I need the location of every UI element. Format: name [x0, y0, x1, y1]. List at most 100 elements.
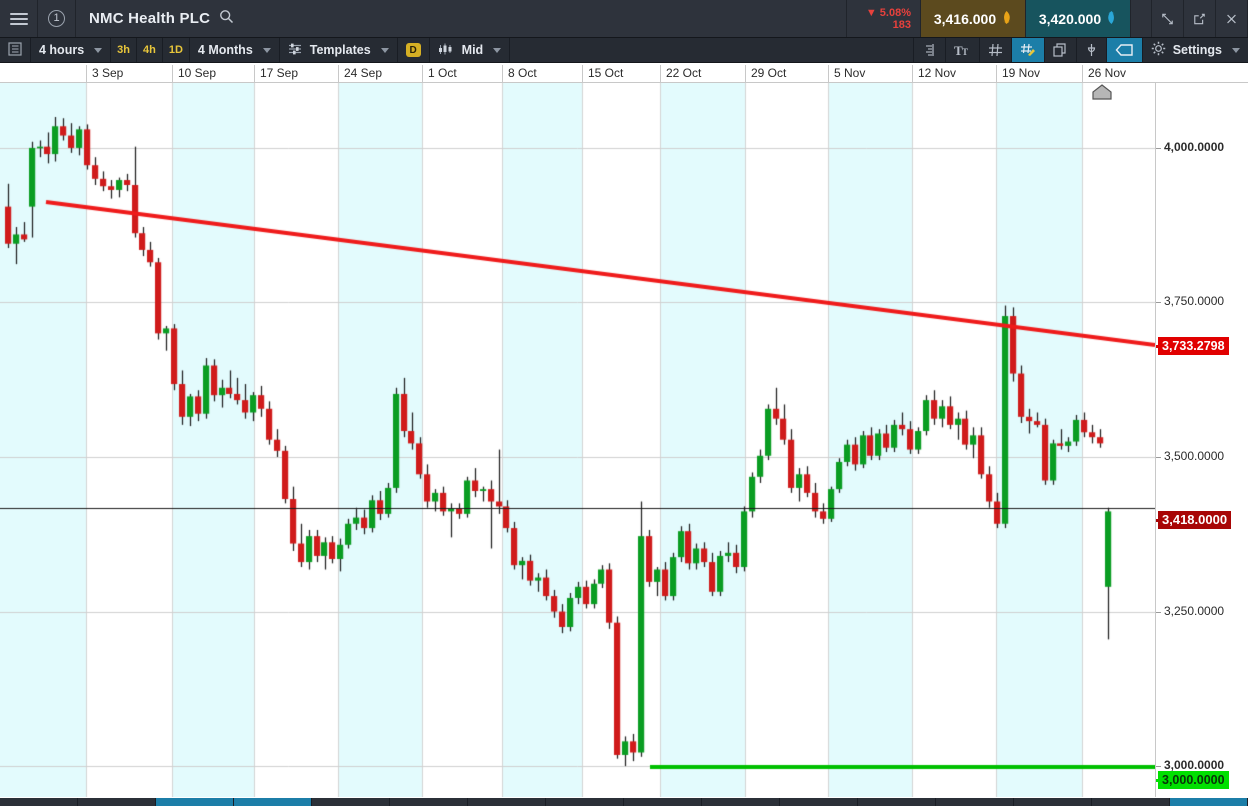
- compare-icon[interactable]: [1045, 38, 1077, 62]
- date-tick-label: 10 Sep: [172, 65, 216, 83]
- instrument-title: NMC Health PLC: [76, 0, 243, 37]
- date-tick-label: 26 Nov: [1082, 65, 1126, 83]
- toolbar-spacer: [510, 38, 914, 62]
- gear-icon: [1151, 41, 1166, 59]
- status-bar-segment[interactable]: [858, 798, 936, 806]
- range-label: 4 Months: [197, 43, 253, 57]
- search-icon[interactable]: [219, 9, 234, 28]
- popout-icon[interactable]: [1184, 0, 1216, 37]
- quick-interval-1d[interactable]: 1D: [163, 38, 190, 62]
- chart-type-button[interactable]: [0, 38, 31, 62]
- ask-price: 3,420.000: [1038, 10, 1102, 27]
- price-scale-icon[interactable]: [914, 38, 946, 62]
- price-change: ▼ 5.08% 183: [847, 0, 921, 37]
- change-percent: ▼ 5.08%: [865, 6, 911, 19]
- price-axis[interactable]: 4,000.0000 3,750.0000 3,500.0000 3,250.0000…: [1155, 83, 1248, 797]
- templates-label: Templates: [309, 43, 371, 57]
- menu-button[interactable]: [0, 0, 38, 37]
- status-bar-segment[interactable]: [156, 798, 234, 806]
- candles-icon: [438, 42, 455, 59]
- daily-badge-button[interactable]: D: [398, 38, 430, 62]
- settings-button[interactable]: Settings: [1143, 38, 1248, 62]
- status-bar-segment[interactable]: [78, 798, 156, 806]
- settings-label: Settings: [1172, 43, 1222, 57]
- price-tag-pointer: [1156, 779, 1161, 782]
- alert-icon[interactable]: [1077, 38, 1107, 62]
- price-tick: [1156, 611, 1161, 613]
- chart-list-icon: [8, 41, 22, 59]
- down-arrow-icon: [1001, 10, 1012, 28]
- date-range-marker[interactable]: [1091, 84, 1113, 105]
- date-tick-label: 17 Sep: [254, 65, 298, 83]
- status-bar-segment[interactable]: [1092, 798, 1170, 806]
- up-arrow-icon: [1106, 10, 1117, 28]
- sliders-icon: [288, 42, 303, 59]
- date-tick-label: 19 Nov: [996, 65, 1040, 83]
- price-tick-label: 3,500.0000: [1164, 449, 1225, 463]
- bid-price-button[interactable]: 3,416.000: [921, 0, 1026, 37]
- chart-area[interactable]: 3 Sep 10 Sep 17 Sep 24 Sep 1 Oct 8 Oct 15 Oct 2…: [0, 63, 1248, 798]
- price-tag-trendline-value[interactable]: 3,733.2798: [1158, 337, 1229, 355]
- bid-price: 3,416.000: [933, 10, 997, 27]
- status-bar-segment[interactable]: [624, 798, 702, 806]
- date-tick-label: 3 Sep: [86, 65, 123, 83]
- drawing-tools-icon[interactable]: [1011, 38, 1045, 62]
- price-tick: [1156, 457, 1161, 458]
- price-tag-support-value[interactable]: 3,000.0000: [1158, 771, 1229, 789]
- price-tick: [1156, 766, 1161, 768]
- status-bar: [0, 798, 1248, 806]
- status-bar-segment[interactable]: [468, 798, 546, 806]
- grid-icon[interactable]: [980, 38, 1012, 62]
- price-mode-dropdown[interactable]: Mid: [430, 38, 511, 62]
- price-tick-label: 3,000.0000: [1164, 758, 1225, 773]
- svg-text:T: T: [962, 47, 968, 57]
- price-plot[interactable]: [0, 83, 1155, 797]
- date-axis[interactable]: 3 Sep 10 Sep 17 Sep 24 Sep 1 Oct 8 Oct 15 Oct 2…: [0, 63, 1248, 83]
- workspace-badge-button[interactable]: 1: [38, 0, 76, 37]
- status-bar-segment[interactable]: [1014, 798, 1092, 806]
- titlebar-spacer: [243, 0, 847, 37]
- d-badge-label: D: [405, 43, 421, 57]
- status-bar-segment[interactable]: [702, 798, 780, 806]
- date-tick-label: 15 Oct: [582, 65, 623, 83]
- price-tag-pointer: [1156, 345, 1161, 348]
- status-bar-segment[interactable]: [1170, 798, 1248, 806]
- quick-interval-3h[interactable]: 3h: [111, 38, 137, 62]
- price-tag-last-price[interactable]: 3,418.0000: [1158, 511, 1232, 529]
- tag-icon[interactable]: [1106, 38, 1143, 62]
- date-tick-label: 29 Oct: [745, 65, 786, 83]
- chart-toolbar: 4 hours 3h 4h 1D 4 Months Templates D Mi…: [0, 38, 1248, 63]
- chevron-down-icon: [493, 47, 502, 53]
- status-bar-segment[interactable]: [546, 798, 624, 806]
- instrument-name: NMC Health PLC: [89, 10, 211, 27]
- workspace-number-icon: 1: [48, 10, 65, 27]
- status-bar-segment[interactable]: [780, 798, 858, 806]
- quick-interval-4h-label: 4h: [143, 44, 156, 56]
- market-depth-icon[interactable]: [1131, 0, 1152, 37]
- date-tick-label: 24 Sep: [338, 65, 382, 83]
- chevron-down-icon: [262, 47, 271, 53]
- status-bar-segment[interactable]: [312, 798, 390, 806]
- range-dropdown[interactable]: 4 Months: [190, 38, 280, 62]
- status-bar-segment[interactable]: [390, 798, 468, 806]
- close-icon[interactable]: [1216, 0, 1248, 37]
- status-bar-segment[interactable]: [234, 798, 312, 806]
- price-tick: [1156, 147, 1161, 149]
- status-bar-segment[interactable]: [936, 798, 1014, 806]
- ask-price-button[interactable]: 3,420.000: [1026, 0, 1131, 37]
- interval-dropdown[interactable]: 4 hours: [31, 38, 112, 62]
- status-bar-segment[interactable]: [0, 798, 78, 806]
- templates-dropdown[interactable]: Templates: [280, 38, 398, 62]
- quick-interval-4h[interactable]: 4h: [137, 38, 163, 62]
- price-tick-label: 4,000.0000: [1164, 139, 1225, 154]
- candlestick-canvas[interactable]: [0, 83, 1155, 797]
- chevron-down-icon: [1232, 47, 1240, 53]
- svg-text:T: T: [954, 43, 963, 57]
- change-absolute: 183: [892, 18, 911, 31]
- expand-icon[interactable]: [1152, 0, 1184, 37]
- quick-interval-3h-label: 3h: [117, 44, 130, 56]
- date-tick-label: 12 Nov: [912, 65, 956, 83]
- price-tag-pointer: [1156, 519, 1161, 522]
